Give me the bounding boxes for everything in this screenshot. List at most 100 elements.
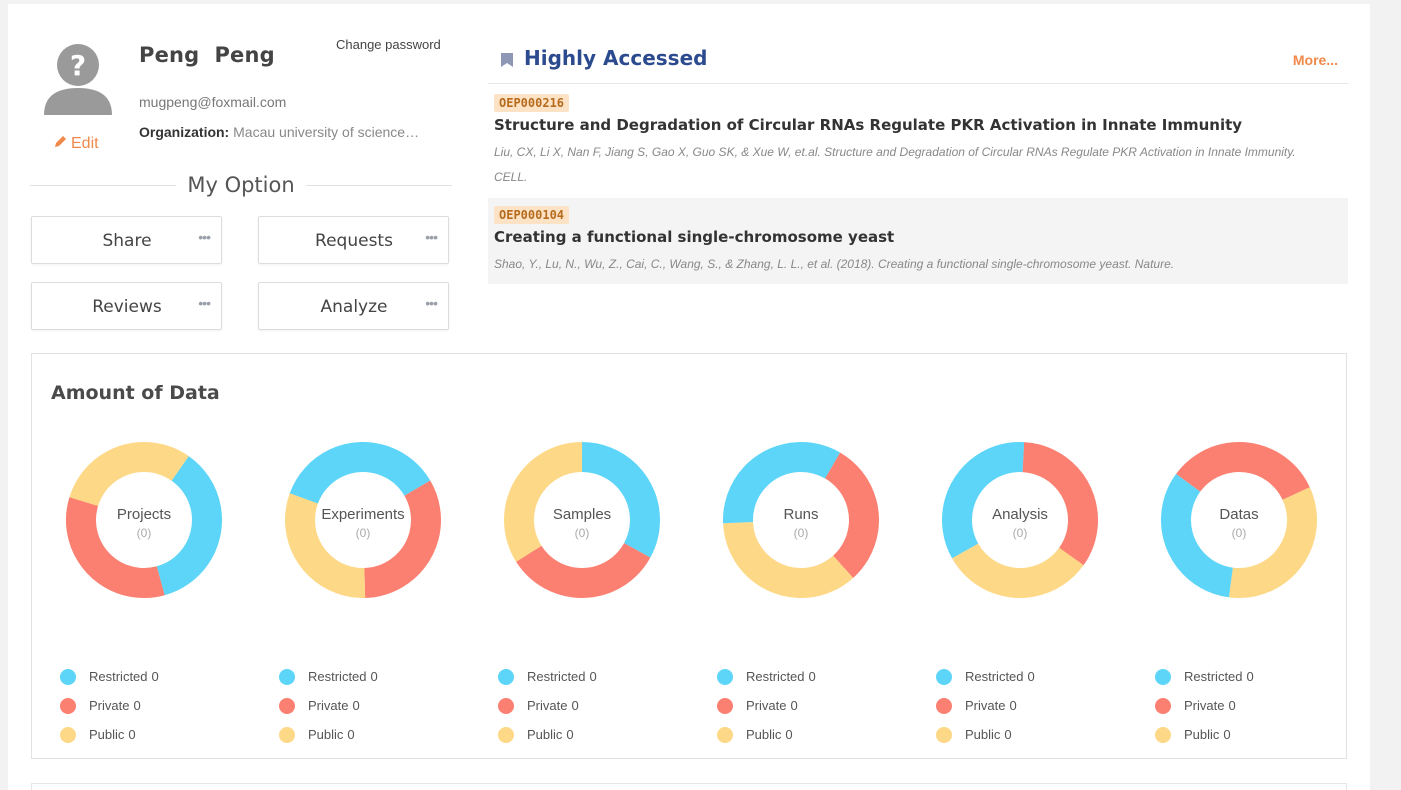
legend-label: Private — [1184, 698, 1225, 713]
legend-label: Public — [1184, 727, 1220, 742]
legend-dot-icon — [279, 726, 295, 743]
requests-label: Requests — [315, 231, 393, 251]
donut-segment-private — [66, 442, 222, 598]
citation-text: Liu, CX, Li X, Nan F, Jiang S, Gao X, Gu… — [494, 145, 1296, 159]
donut-label: Projects — [116, 506, 172, 523]
scrollbar-track[interactable] — [1370, 0, 1401, 790]
legend-label: Private — [965, 698, 1006, 713]
donut-label: Runs — [783, 506, 819, 523]
legend-dot-icon — [1155, 668, 1171, 685]
legend-label: Public — [746, 727, 782, 742]
user-name: Peng Peng — [139, 43, 275, 67]
analyze-button[interactable]: Analyze ••• — [258, 282, 449, 330]
legend-label: Public — [965, 727, 1001, 742]
legend-label: Private — [527, 698, 568, 713]
donut-chart-projects: Projects (0) — [58, 434, 230, 606]
donut-chart-samples: Samples (0) — [496, 434, 668, 606]
donut-label: Datas — [1219, 506, 1259, 523]
legend-dot-icon — [498, 697, 514, 714]
legend-dot-icon — [936, 726, 952, 743]
legend-item-private: Private 0 — [1155, 691, 1254, 720]
my-option-title: My Option — [187, 173, 295, 197]
legend-item-private: Private 0 — [717, 691, 816, 720]
legend-value: 0 — [128, 727, 136, 742]
legend-item-restricted: Restricted 0 — [279, 662, 378, 691]
legend-value: 0 — [1228, 698, 1236, 713]
donut-legend: Restricted 0 Private 0 Public 0 — [279, 662, 378, 749]
legend-label: Private — [746, 698, 787, 713]
article-title[interactable]: Structure and Degradation of Circular RN… — [494, 116, 1243, 134]
legend-value: 0 — [571, 698, 579, 713]
donut-count: (0) — [1231, 526, 1247, 540]
legend-dot-icon — [279, 697, 295, 714]
legend-dot-icon — [936, 697, 952, 714]
donut-count: (0) — [1012, 526, 1028, 540]
donut-count: (0) — [574, 526, 590, 540]
avatar-icon: ? — [42, 42, 114, 116]
legend-value: 0 — [1004, 727, 1012, 742]
legend-item-public: Public 0 — [1155, 720, 1254, 749]
article-id-badge[interactable]: OEP000216 — [494, 94, 570, 112]
legend-label: Private — [308, 698, 349, 713]
legend-dot-icon — [498, 668, 514, 685]
donut-chart-analysis: Analysis (0) — [934, 434, 1106, 606]
legend-dot-icon — [1155, 697, 1171, 714]
article-title[interactable]: Creating a functional single-chromosome … — [494, 228, 895, 246]
user-email: mugpeng@foxmail.com — [139, 94, 287, 110]
article-id-badge[interactable]: OEP000104 — [494, 206, 570, 224]
requests-button[interactable]: Requests ••• — [258, 216, 449, 264]
legend-dot-icon — [936, 668, 952, 685]
donut-segment-public — [504, 442, 660, 598]
bookmark-icon — [500, 52, 514, 73]
legend-dot-icon — [60, 726, 76, 743]
highly-accessed-title: Highly Accessed — [524, 46, 708, 70]
article-citation: Liu, CX, Li X, Nan F, Jiang S, Gao X, Gu… — [494, 140, 1348, 190]
legend-value: 0 — [1223, 727, 1231, 742]
more-dots-icon: ••• — [198, 295, 211, 311]
legend-item-restricted: Restricted 0 — [717, 662, 816, 691]
legend-label: Restricted — [1184, 669, 1243, 684]
legend-value: 0 — [790, 698, 798, 713]
donut-count: (0) — [793, 526, 809, 540]
legend-dot-icon — [717, 668, 733, 685]
more-link[interactable]: More... — [1292, 52, 1338, 68]
legend-item-restricted: Restricted 0 — [1155, 662, 1254, 691]
legend-value: 0 — [808, 669, 816, 684]
change-password-link[interactable]: Change password — [336, 37, 441, 52]
legend-label: Restricted — [746, 669, 805, 684]
legend-value: 0 — [1027, 669, 1035, 684]
legend-dot-icon — [717, 697, 733, 714]
legend-label: Restricted — [89, 669, 148, 684]
amount-of-data-panel: Amount of Data Projects (0) Restricted 0 Pri… — [31, 353, 1347, 759]
legend-item-public: Public 0 — [279, 720, 378, 749]
edit-label: Edit — [71, 135, 99, 152]
legend-dot-icon — [279, 668, 295, 685]
legend-dot-icon — [60, 668, 76, 685]
article-citation: Shao, Y., Lu, N., Wu, Z., Cai, C., Wang,… — [494, 257, 1175, 271]
share-button[interactable]: Share ••• — [31, 216, 222, 264]
legend-item-restricted: Restricted 0 — [936, 662, 1035, 691]
legend-item-public: Public 0 — [717, 720, 816, 749]
next-panel — [31, 783, 1347, 790]
donut-segment-public — [723, 442, 879, 598]
legend-value: 0 — [1246, 669, 1254, 684]
amount-of-data-title: Amount of Data — [51, 382, 220, 404]
legend-value: 0 — [370, 669, 378, 684]
edit-profile-button[interactable]: Edit — [54, 135, 99, 153]
donut-legend: Restricted 0 Private 0 Public 0 — [498, 662, 597, 749]
donut-label: Samples — [552, 506, 612, 523]
divider — [30, 185, 176, 186]
analyze-label: Analyze — [320, 297, 388, 317]
legend-item-private: Private 0 — [60, 691, 159, 720]
legend-item-public: Public 0 — [498, 720, 597, 749]
legend-label: Public — [89, 727, 125, 742]
legend-value: 0 — [347, 727, 355, 742]
divider — [306, 185, 452, 186]
legend-label: Restricted — [527, 669, 586, 684]
legend-item-private: Private 0 — [936, 691, 1035, 720]
legend-item-public: Public 0 — [60, 720, 159, 749]
donut-count: (0) — [136, 526, 152, 540]
reviews-button[interactable]: Reviews ••• — [31, 282, 222, 330]
organization-value: Macau university of science… — [233, 124, 420, 140]
legend-dot-icon — [1155, 726, 1171, 743]
